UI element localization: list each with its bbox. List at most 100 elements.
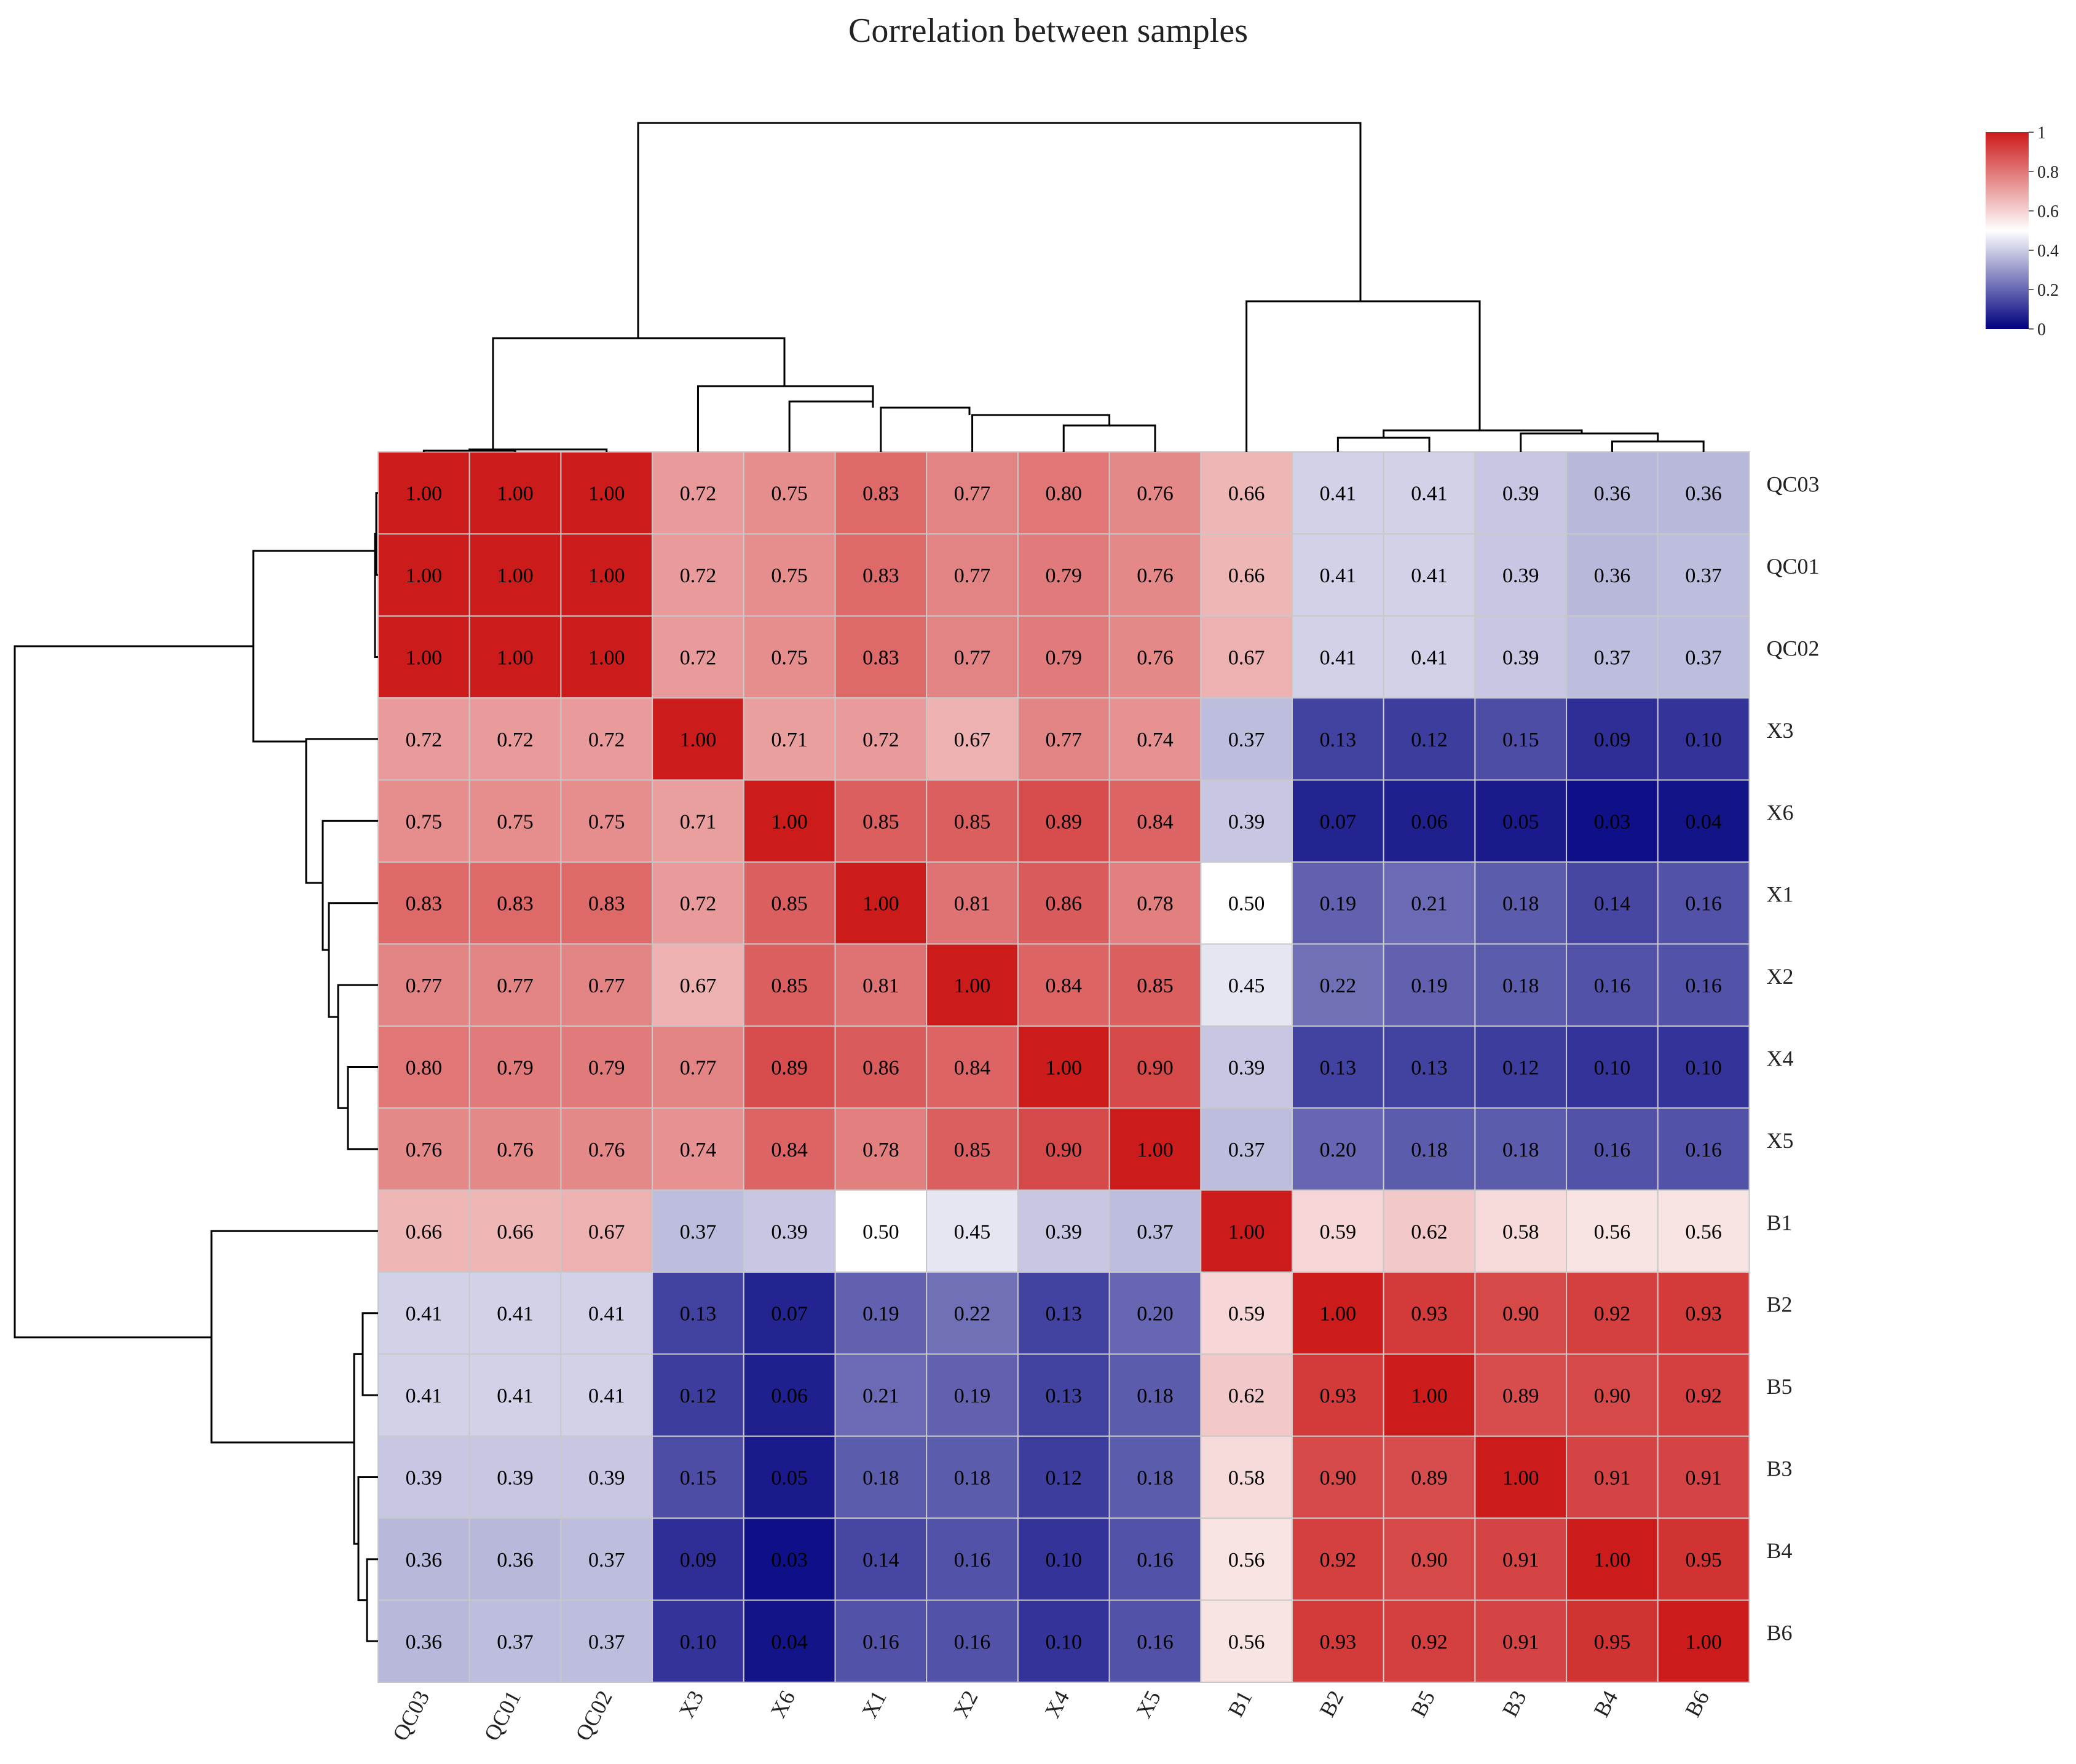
heatmap-cells — [377, 451, 1750, 1683]
cell-value-label: 0.10 — [1046, 1549, 1083, 1572]
row-dendrogram-link — [366, 1558, 378, 1642]
row-dendrogram-link — [210, 1230, 378, 1444]
row-dendrogram-link — [353, 1353, 363, 1545]
heatmap-cell — [1017, 615, 1110, 699]
heatmap-cell — [834, 1435, 928, 1519]
cell-value-label: 0.39 — [588, 1467, 625, 1490]
cell-value-label: 1.00 — [771, 810, 808, 833]
cell-value-label: 0.81 — [954, 893, 991, 916]
heatmap-cell — [377, 697, 470, 781]
cell-value-label: 0.16 — [1685, 1139, 1722, 1161]
heatmap-cell — [1474, 451, 1568, 535]
cell-value-label: 0.36 — [406, 1549, 443, 1572]
heatmap-cell — [926, 1025, 1019, 1109]
heatmap-cell — [1017, 1517, 1110, 1601]
cell-value-label: 0.84 — [954, 1057, 991, 1080]
heatmap-cell — [1017, 533, 1110, 617]
cell-value-label: 0.05 — [771, 1467, 808, 1490]
cell-value-label: 0.39 — [771, 1220, 808, 1243]
cell-value-label: 1.00 — [1228, 1220, 1265, 1243]
cell-value-label: 0.09 — [680, 1549, 717, 1572]
heatmap-cell — [743, 1435, 836, 1519]
heatmap-cell — [468, 779, 562, 863]
cell-value-label: 0.56 — [1594, 1220, 1631, 1243]
cell-value-label: 0.03 — [1594, 810, 1631, 833]
cell-value-label: 0.72 — [862, 729, 899, 751]
cell-value-label: 0.18 — [862, 1467, 899, 1490]
row-dendrogram-link — [322, 820, 378, 951]
cell-value-label: 0.13 — [1411, 1057, 1448, 1080]
heatmap-cell — [1292, 861, 1384, 945]
heatmap-cell — [1017, 1189, 1110, 1273]
cell-value-label: 0.78 — [862, 1139, 899, 1161]
cell-value-label: 0.19 — [1411, 975, 1448, 997]
cell-value-label: 1.00 — [954, 975, 991, 997]
heatmap-cell — [377, 1107, 470, 1191]
heatmap-cell — [1017, 1435, 1110, 1519]
heatmap-cell — [560, 861, 653, 945]
heatmap-cell — [652, 1517, 744, 1601]
cell-value-label: 0.14 — [1594, 893, 1631, 916]
cell-value-label: 0.41 — [1320, 647, 1357, 670]
heatmap-cell — [926, 1517, 1019, 1601]
cell-value-label: 0.72 — [406, 729, 443, 751]
cell-value-label: 0.13 — [1046, 1303, 1083, 1326]
heatmap-cell — [1474, 697, 1568, 781]
cell-value-label: 0.76 — [497, 1139, 534, 1161]
heatmap-cell — [1566, 943, 1659, 1027]
heatmap-cell — [560, 943, 653, 1027]
cell-value-label: 0.66 — [1228, 564, 1265, 587]
heatmap-cell — [560, 1435, 653, 1519]
heatmap-cell — [1108, 1517, 1202, 1601]
color-legend: 1 0.8 0.6 0.4 0.2 0 — [1986, 124, 2059, 339]
heatmap-cell — [468, 1107, 562, 1191]
chart-title: Correlation between samples — [848, 12, 1248, 50]
cell-value-label: 0.74 — [1137, 729, 1174, 751]
heatmap-cell — [377, 861, 470, 945]
heatmap-cell — [1657, 943, 1750, 1027]
row-label: B2 — [1767, 1292, 1793, 1317]
heatmap-cell — [1474, 1599, 1568, 1683]
cell-value-label: 0.59 — [1228, 1303, 1265, 1326]
cell-value-label: 0.41 — [406, 1385, 443, 1407]
cell-value-label: 0.37 — [1228, 729, 1265, 751]
cell-value-label: 0.77 — [954, 564, 991, 587]
heatmap-cell — [560, 1025, 653, 1109]
heatmap-cell — [1383, 1353, 1476, 1437]
cell-value-label: 0.72 — [680, 564, 717, 587]
cell-value-label: 0.45 — [1228, 975, 1265, 997]
cell-value-label: 0.04 — [1685, 810, 1722, 833]
heatmap-cell — [1108, 697, 1202, 781]
heatmap-cell — [377, 1189, 470, 1273]
cell-value-label: 0.16 — [1594, 975, 1631, 997]
cell-value-label: 0.16 — [1594, 1139, 1631, 1161]
cell-value-label: 0.66 — [1228, 483, 1265, 505]
cell-value-label: 0.76 — [588, 1139, 625, 1161]
cell-value-label: 0.72 — [680, 483, 717, 505]
row-label: X6 — [1767, 800, 1794, 825]
column-label: QC02 — [570, 1687, 617, 1745]
heatmap-cell — [1474, 943, 1568, 1027]
cell-value-label: 0.10 — [680, 1631, 717, 1653]
heatmap-cell — [834, 1107, 928, 1191]
cell-value-label: 0.50 — [862, 1220, 899, 1243]
heatmap-cell — [1566, 1517, 1659, 1601]
heatmap-cell — [743, 1599, 836, 1683]
cell-value-label: 0.20 — [1137, 1303, 1174, 1326]
heatmap-cell — [652, 943, 744, 1027]
column-dendrogram-link — [1062, 424, 1156, 452]
heatmap-cell — [1108, 779, 1202, 863]
cell-value-label: 1.00 — [406, 564, 443, 587]
column-dendrogram-link — [1611, 440, 1705, 452]
heatmap-cell — [652, 697, 744, 781]
cell-value-label: 0.16 — [862, 1631, 899, 1653]
heatmap-cell — [743, 1353, 836, 1437]
heatmap-cell — [1657, 1025, 1750, 1109]
heatmap-cell — [926, 451, 1019, 535]
cell-value-label: 0.20 — [1320, 1139, 1357, 1161]
cell-value-label: 0.75 — [406, 810, 443, 833]
cell-value-label: 0.37 — [588, 1549, 625, 1572]
row-label: B1 — [1767, 1210, 1793, 1235]
heatmap-cell — [1383, 1435, 1476, 1519]
cell-value-label: 0.84 — [771, 1139, 808, 1161]
